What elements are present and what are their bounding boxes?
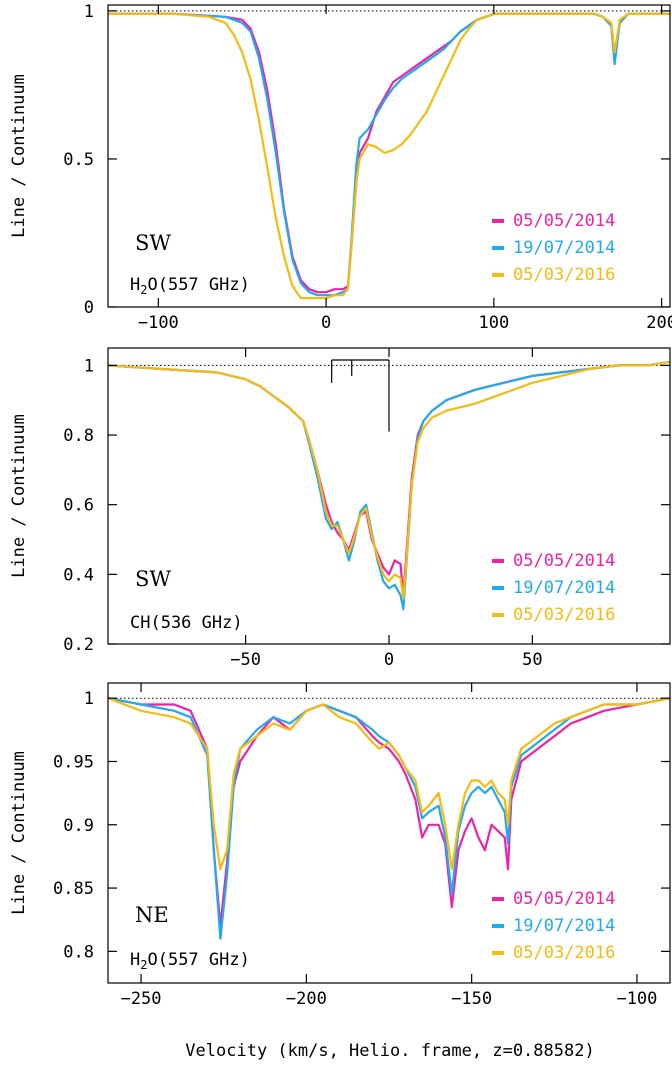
panel-1: −100 0 100 200 0 0.5 1 SW H2O(557 GHz) 05/05/2…: [63, 2, 672, 333]
series-line-3: [108, 12, 670, 300]
legend-label: 05/03/2016: [513, 265, 615, 285]
panel-3-region-label: NE: [135, 903, 169, 927]
panel-2-plot-area: −50 0 50 0.2 0.4 0.6 0.8 1: [63, 348, 670, 670]
y-tick-label: 0.85: [53, 879, 94, 899]
panel-3: −250 −200 −150 −100 0.8 0.85 0.9 0.95 1 NE H2O(5…: [53, 682, 671, 1009]
x-tick-label: 0: [321, 313, 331, 333]
legend-label: 05/03/2016: [513, 943, 615, 963]
y-tick-label: 0.6: [63, 496, 94, 516]
y-tick-label: 0.2: [63, 635, 94, 655]
series-line-2: [108, 697, 670, 940]
legend-label: 19/07/2014: [513, 578, 615, 598]
panel-3-species-label: H2O(557 GHz): [130, 950, 250, 972]
y-tick-label: 0.9: [63, 816, 94, 836]
panel-1-species-label: H2O(557 GHz): [130, 275, 250, 297]
panel-1-region-label: SW: [135, 231, 171, 255]
panel-2-species-label: CH(536 GHz): [130, 613, 243, 633]
x-tick-label: −200: [286, 989, 327, 1009]
panel-2-frame: [107, 347, 671, 645]
panel-3-legend: 05/05/2014 19/07/2014 05/03/2016: [492, 889, 615, 963]
y-axis-title-panel-3: Line / Continuum: [9, 751, 29, 915]
y-tick-label: 0: [84, 298, 94, 318]
series-line-3: [108, 697, 670, 871]
panel-3-plot-area: −250 −200 −150 −100 0.8 0.85 0.9 0.95 1: [53, 683, 670, 1009]
y-tick-label: 0.4: [63, 565, 94, 585]
panel-2-legend: 05/05/2014 19/07/2014 05/03/2016: [492, 551, 615, 625]
x-tick-label: 0: [384, 650, 394, 670]
series-line-3: [108, 360, 670, 600]
y-tick-label: 0.5: [63, 150, 94, 170]
panel-2-region-label: SW: [135, 567, 171, 591]
y-tick-label: 0.95: [53, 752, 94, 772]
x-tick-label: −100: [616, 989, 657, 1009]
legend-label: 05/05/2014: [513, 211, 615, 231]
x-tick-label: −50: [230, 650, 261, 670]
panel-1-legend: 05/05/2014 19/07/2014 05/03/2016: [492, 211, 615, 285]
x-tick-label: 50: [522, 650, 542, 670]
x-tick-label: 200: [646, 313, 672, 333]
x-tick-label: −150: [451, 989, 492, 1009]
x-tick-label: −100: [138, 313, 179, 333]
legend-label: 05/05/2014: [513, 889, 615, 909]
y-tick-label: 1: [84, 689, 94, 709]
legend-label: 05/05/2014: [513, 551, 615, 571]
x-axis-title: Velocity (km/s, Helio. frame, z=0.88582): [185, 1041, 594, 1061]
y-axis-title-panel-1: Line / Continuum: [9, 74, 29, 238]
x-tick-label: 100: [478, 313, 509, 333]
x-tick-label: −250: [121, 989, 162, 1009]
y-tick-label: 0.8: [63, 942, 94, 962]
legend-label: 05/03/2016: [513, 605, 615, 625]
legend-label: 19/07/2014: [513, 238, 615, 258]
y-tick-label: 0.8: [63, 426, 94, 446]
y-tick-label: 1: [84, 2, 94, 22]
panel-1-plot-area: −100 0 100 200 0 0.5 1: [63, 2, 672, 333]
y-axis-title-panel-2: Line / Continuum: [9, 414, 29, 578]
panel-3-frame: [107, 682, 671, 984]
panel-1-frame: [107, 4, 671, 308]
y-tick-label: 1: [84, 356, 94, 376]
panel-2: −50 0 50 0.2 0.4 0.6 0.8 1 SW CH(536 GHz) 05/05…: [63, 347, 671, 670]
legend-label: 19/07/2014: [513, 916, 615, 936]
